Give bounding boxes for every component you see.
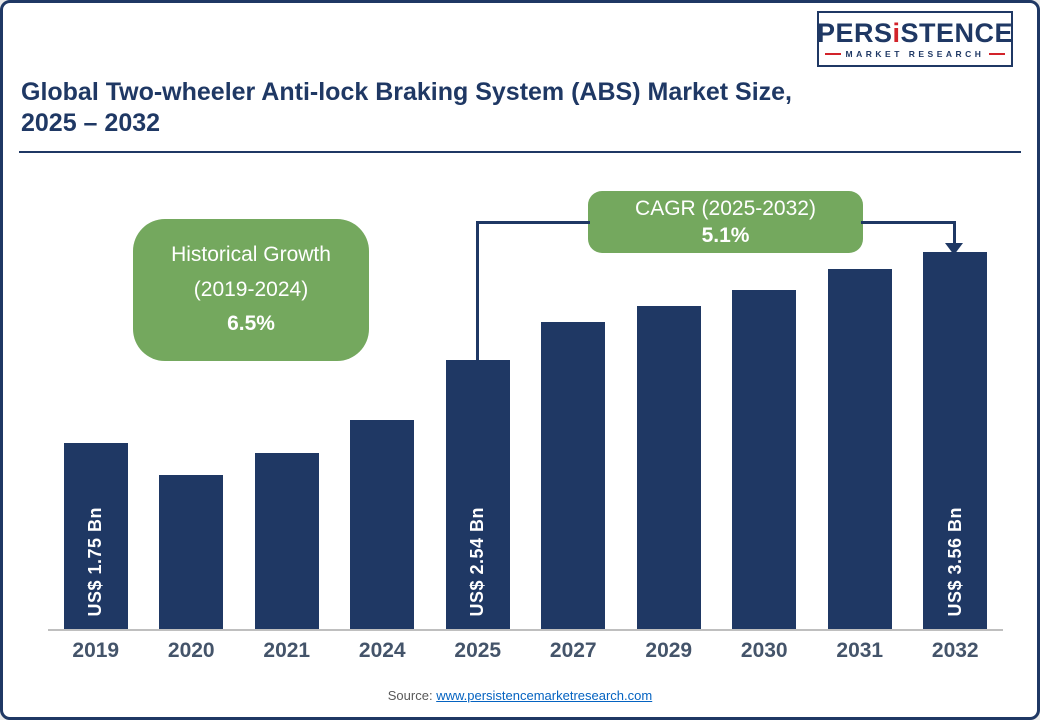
brand-logo: PERSiSTENCE MARKET RESEARCH: [817, 11, 1013, 67]
bar-chart: US$ 1.75 Bn US$ 2.54 Bn US$ 3.56 Bn 2019 20…: [48, 251, 1003, 663]
bar-cell: [144, 251, 240, 629]
brand-name-part2: i: [892, 17, 901, 48]
connector-2032-vertical: [953, 221, 956, 245]
bar-2021: [254, 453, 319, 629]
x-axis-label-2020: 2020: [167, 639, 215, 662]
brand-name: PERSiSTENCE: [816, 17, 1014, 48]
bar-2029: [636, 306, 701, 629]
source-label: Source:: [387, 688, 437, 703]
x-axis-label-2024: 2024: [358, 639, 406, 662]
cagr-callout: CAGR (2025-2032) 5.1%: [588, 191, 863, 253]
connector-2025-vertical: [476, 221, 479, 363]
brand-subtitle-row: MARKET RESEARCH: [824, 48, 1006, 59]
x-axis-label-2019: 2019: [72, 639, 120, 662]
brand-name-part1: PERS: [816, 17, 893, 48]
bar-value-label: US$ 2.54 Bn: [467, 507, 488, 617]
x-axis-label-2031: 2031: [836, 639, 884, 662]
logo-right-rule: [989, 52, 1006, 55]
bar-2030: [732, 290, 797, 629]
bar-2020: [159, 475, 224, 629]
x-axis-label-2030: 2030: [740, 639, 788, 662]
source-link[interactable]: www.persistencemarketresearch.com: [436, 688, 653, 703]
page-title-line2: 2025 – 2032: [21, 109, 161, 138]
x-axis: 2019 2020 2021 2024 2025 2027 2029 2030 2031 2032: [48, 639, 1003, 663]
x-axis-label-2027: 2027: [549, 639, 597, 662]
bar-2027: [541, 322, 606, 629]
bar-cell: [239, 251, 335, 629]
bar-2031: [827, 269, 892, 629]
bar-2025: US$ 2.54 Bn: [445, 360, 510, 629]
historical-growth-label: Historical Growth: [171, 243, 331, 267]
bar-cell: [812, 251, 908, 629]
page-title: Global Two-wheeler Anti-lock Braking Sys…: [21, 77, 792, 140]
bar-cell: [335, 251, 431, 629]
x-axis-label-2025: 2025: [454, 639, 502, 662]
bar-2019: US$ 1.75 Bn: [63, 443, 128, 629]
cagr-value: 5.1%: [701, 224, 750, 247]
historical-growth-callout: Historical Growth (2019-2024) 6.5%: [133, 219, 369, 361]
cagr-label: CAGR (2025-2032): [635, 196, 816, 220]
title-underline: [19, 151, 1021, 153]
brand-subtitle: MARKET RESEARCH: [845, 48, 985, 59]
brand-name-part3: STENCE: [900, 17, 1014, 48]
connector-right-horizontal: [861, 221, 956, 224]
bar-2032: US$ 3.56 Bn: [923, 252, 988, 629]
page-title-line1: Global Two-wheeler Anti-lock Braking Sys…: [21, 78, 792, 106]
bar-cell: US$ 1.75 Bn: [48, 251, 144, 629]
x-axis-label-2029: 2029: [645, 639, 693, 662]
bar-series: US$ 1.75 Bn US$ 2.54 Bn US$ 3.56 Bn: [48, 251, 1003, 631]
x-axis-label-2032: 2032: [931, 639, 979, 662]
bar-2024: [350, 420, 415, 629]
source-text: Source: www.persistencemarketresearch.co…: [3, 688, 1037, 703]
historical-growth-period: (2019-2024): [193, 277, 309, 301]
bar-cell: US$ 3.56 Bn: [908, 251, 1004, 629]
bar-value-label: US$ 1.75 Bn: [85, 507, 106, 617]
bar-value-label: US$ 3.56 Bn: [944, 507, 965, 617]
bar-cell: [621, 251, 717, 629]
connector-left-horizontal: [476, 221, 590, 224]
historical-growth-value: 6.5%: [227, 312, 275, 336]
logo-left-rule: [824, 52, 841, 55]
bar-cell: US$ 2.54 Bn: [430, 251, 526, 629]
bar-cell: [717, 251, 813, 629]
x-axis-label-2021: 2021: [263, 639, 311, 662]
bar-cell: [526, 251, 622, 629]
